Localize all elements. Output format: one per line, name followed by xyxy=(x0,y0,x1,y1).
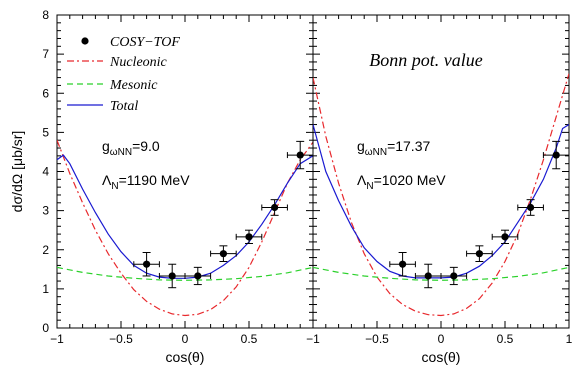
data-point xyxy=(527,203,535,212)
data-point xyxy=(271,203,279,212)
x-tick-label: −0.5 xyxy=(109,332,133,346)
data-point xyxy=(168,272,176,280)
x-tick-label: −1 xyxy=(306,332,320,346)
series-nucleonic-line xyxy=(57,139,313,317)
series-mesonic-line xyxy=(57,266,313,281)
y-tick-label: 8 xyxy=(42,8,49,22)
parameter-annotation: gωNN=17.37 xyxy=(357,138,430,158)
data-point xyxy=(424,272,432,280)
data-point xyxy=(296,151,304,159)
x-axis-label: cos(θ) xyxy=(166,349,205,365)
data-point xyxy=(143,260,151,268)
y-tick-label: 1 xyxy=(42,282,49,296)
legend: COSY−TOF Nucleonic Mesonic Total xyxy=(67,35,180,114)
y-tick-label: 7 xyxy=(42,47,49,61)
series-total-line xyxy=(57,154,313,279)
y-axis-label: dσ/dΩ [μb/sr] xyxy=(9,131,25,213)
y-tick-label: 3 xyxy=(42,204,49,218)
x-tick-label: 0.5 xyxy=(241,332,258,346)
data-point xyxy=(475,250,483,258)
data-point xyxy=(219,250,227,258)
data-point xyxy=(552,151,560,159)
legend-marker xyxy=(81,37,89,45)
y-tick-label: 0 xyxy=(42,321,49,335)
legend-label: Nucleonic xyxy=(109,55,168,70)
panel-title: Bonn pot. value xyxy=(369,50,482,70)
y-tick-label: 4 xyxy=(42,165,49,179)
data-point xyxy=(399,260,407,268)
y-tick-label: 5 xyxy=(42,125,49,139)
x-tick-label: −0.5 xyxy=(365,332,389,346)
data-point xyxy=(194,272,202,280)
y-tick-label: 6 xyxy=(42,86,49,100)
series-mesonic-line xyxy=(313,266,569,281)
data-point xyxy=(245,233,253,241)
parameter-annotation: ΛN=1020 MeV xyxy=(357,172,446,192)
x-axis-label: cos(θ) xyxy=(422,349,461,365)
x-tick-label: 0 xyxy=(182,332,189,346)
parameter-annotation: ΛN=1190 MeV xyxy=(102,172,190,192)
data-point xyxy=(501,233,509,241)
legend-label: Total xyxy=(110,99,138,114)
series-nucleonic-line xyxy=(313,73,569,317)
curves-panel-2 xyxy=(313,73,569,317)
curves-panel-1 xyxy=(57,139,313,317)
data-point xyxy=(450,272,458,280)
x-tick-label: 0 xyxy=(438,332,445,346)
x-tick-label: 1 xyxy=(566,332,573,346)
legend-label: COSY−TOF xyxy=(110,35,180,50)
y-tick-label: 2 xyxy=(42,243,49,257)
legend-label: Mesonic xyxy=(109,78,158,93)
x-tick-label: 0.5 xyxy=(497,332,514,346)
x-tick-label: −1 xyxy=(50,332,64,346)
parameter-annotation: gωNN=9.0 xyxy=(102,138,160,158)
